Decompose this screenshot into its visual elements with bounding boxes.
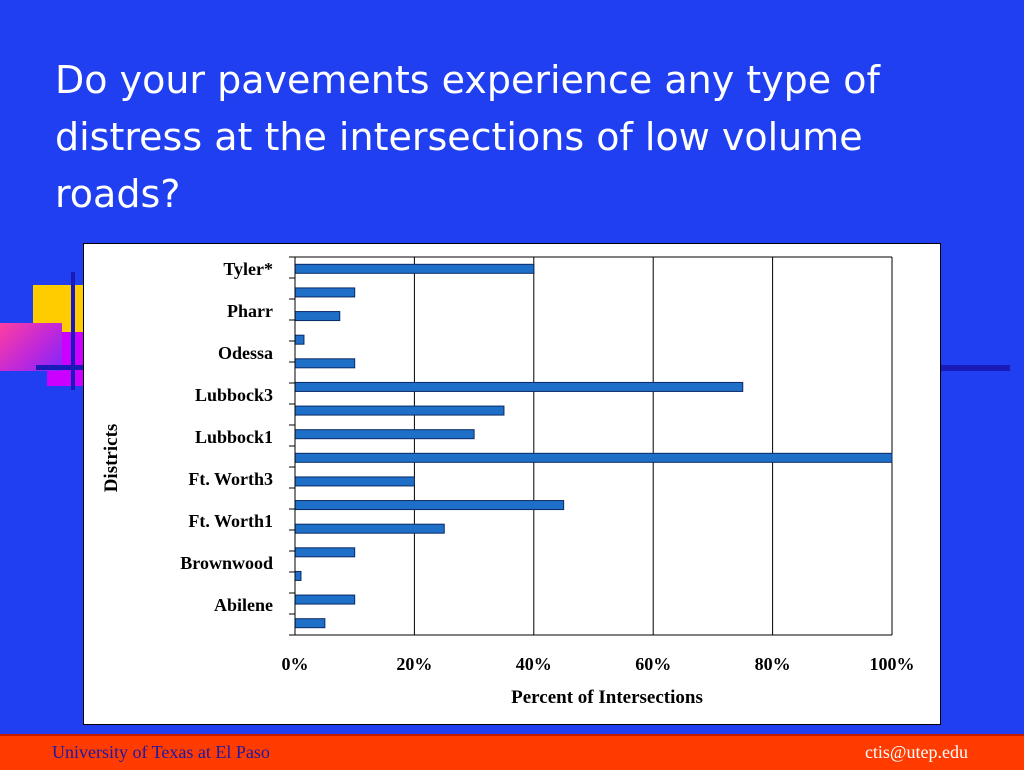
bar xyxy=(294,358,356,369)
footer-email: ctis@utep.edu xyxy=(864,742,968,762)
y-axis-title: Districts xyxy=(101,424,122,493)
decorative-horizontal-line-left xyxy=(36,365,86,370)
footer-bar: University of Texas at El Paso ctis@utep… xyxy=(0,734,1024,770)
bar xyxy=(294,334,305,345)
bar xyxy=(294,405,505,416)
decorative-horizontal-line-right xyxy=(938,365,1010,371)
footer-university: University of Texas at El Paso xyxy=(52,742,270,762)
x-tick-label: 40% xyxy=(516,654,552,674)
bar-layer xyxy=(294,263,893,629)
bar xyxy=(294,618,326,629)
y-tick-label: Ft. Worth3 xyxy=(188,469,273,489)
decorative-vertical-line xyxy=(71,272,75,390)
x-axis-title: Percent of Intersections xyxy=(511,687,703,708)
y-tick-label: Ft. Worth1 xyxy=(188,511,273,531)
y-tick-label: Lubbock3 xyxy=(195,385,273,405)
bar xyxy=(294,476,415,487)
bar xyxy=(294,381,744,392)
y-tick-label: Abilene xyxy=(214,595,273,615)
y-tick-label: Odessa xyxy=(218,343,273,363)
x-tick-label: 60% xyxy=(635,654,671,674)
bar xyxy=(294,287,356,298)
bar-chart: 0% 20% 40% 60% 80% 100% Tyler* Pharr Odessa Lubbo… xyxy=(101,256,915,708)
bar xyxy=(294,570,302,581)
decorative-gradient-square xyxy=(0,323,62,371)
x-tick-label: 0% xyxy=(282,654,309,674)
bar xyxy=(294,452,893,463)
x-tick-label: 80% xyxy=(755,654,791,674)
bar xyxy=(294,263,535,274)
slide-title: Do your pavements experience any type of… xyxy=(55,58,880,216)
bar xyxy=(294,311,341,322)
y-tick-label: Tyler* xyxy=(223,259,273,279)
chart-panel: 0% 20% 40% 60% 80% 100% Tyler* Pharr Odessa Lubbo… xyxy=(83,243,941,725)
x-tick-label: 100% xyxy=(870,654,915,674)
grid-layer xyxy=(413,257,893,635)
y-tick-label: Pharr xyxy=(227,301,273,321)
bar xyxy=(294,594,356,605)
bar xyxy=(294,500,565,511)
axis-layer xyxy=(289,256,892,636)
y-tick-label: Brownwood xyxy=(180,553,273,573)
bar xyxy=(294,547,356,558)
label-layer: 0% 20% 40% 60% 80% 100% Tyler* Pharr Odessa Lubbo… xyxy=(180,259,914,674)
y-tick-label: Lubbock1 xyxy=(195,427,273,447)
bar xyxy=(294,429,475,440)
x-tick-label: 20% xyxy=(396,654,432,674)
bar xyxy=(294,523,445,534)
